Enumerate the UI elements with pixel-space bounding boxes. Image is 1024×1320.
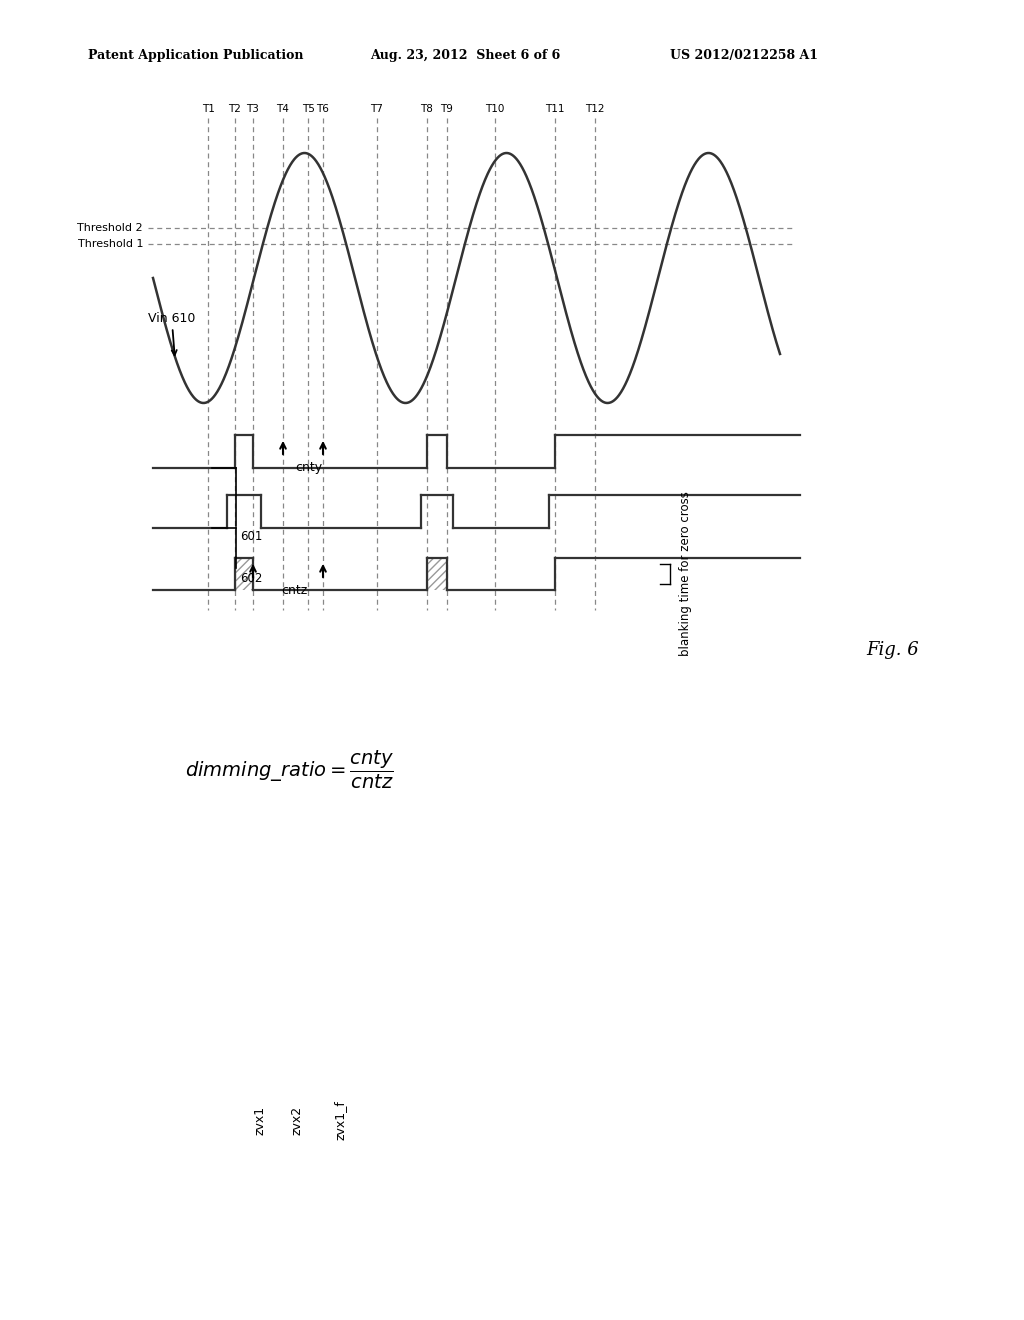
- Bar: [234, 558, 253, 590]
- Text: T11: T11: [545, 104, 565, 114]
- Text: US 2012/0212258 A1: US 2012/0212258 A1: [670, 49, 818, 62]
- Text: Patent Application Publication: Patent Application Publication: [88, 49, 303, 62]
- Text: zvx1: zvx1: [254, 1105, 266, 1135]
- Text: T9: T9: [440, 104, 454, 114]
- Text: cntz: cntz: [281, 583, 307, 597]
- Text: T10: T10: [485, 104, 505, 114]
- Text: T12: T12: [586, 104, 605, 114]
- Text: Threshold 2: Threshold 2: [78, 223, 143, 234]
- Text: $\mathit{dimming\_ratio} = \dfrac{\mathit{cnty}}{\mathit{cntz}}$: $\mathit{dimming\_ratio} = \dfrac{\mathi…: [185, 748, 394, 791]
- Text: Threshold 1: Threshold 1: [78, 239, 143, 249]
- Text: T6: T6: [316, 104, 330, 114]
- Text: zvx1_f: zvx1_f: [334, 1100, 346, 1140]
- Text: T4: T4: [276, 104, 290, 114]
- Bar: [427, 558, 447, 590]
- Text: Vin 610: Vin 610: [148, 312, 196, 355]
- Text: 601: 601: [240, 531, 262, 543]
- Text: T8: T8: [421, 104, 433, 114]
- Text: T5: T5: [301, 104, 314, 114]
- Text: blanking time for zero cross: blanking time for zero cross: [680, 491, 692, 656]
- Text: T7: T7: [371, 104, 383, 114]
- Text: T1: T1: [202, 104, 214, 114]
- Text: Aug. 23, 2012  Sheet 6 of 6: Aug. 23, 2012 Sheet 6 of 6: [370, 49, 560, 62]
- Text: Fig. 6: Fig. 6: [866, 642, 919, 659]
- Text: cnty: cnty: [296, 461, 323, 474]
- Text: 602: 602: [240, 572, 262, 585]
- Text: T2: T2: [228, 104, 242, 114]
- Text: zvx2: zvx2: [291, 1105, 303, 1135]
- Text: T3: T3: [247, 104, 259, 114]
